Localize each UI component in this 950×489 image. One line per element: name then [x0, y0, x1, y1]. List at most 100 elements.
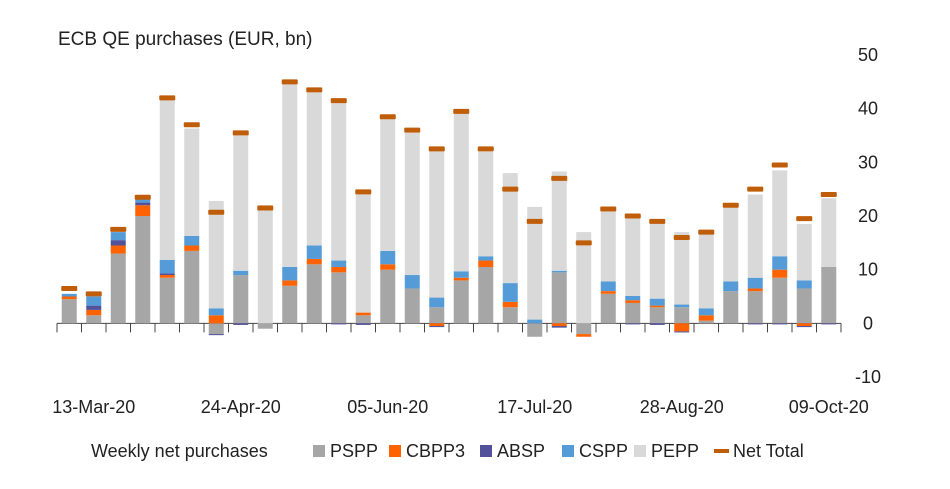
bar-pepp-20 [551, 171, 567, 271]
bar-pepp-31 [821, 198, 837, 267]
bar-cbpp3-16 [453, 277, 469, 281]
bar-absp-11 [331, 323, 347, 325]
y-tick-label: 30 [858, 152, 878, 172]
net-total-mark-25 [673, 234, 690, 240]
net-total-mark-5 [183, 122, 200, 128]
legend-title: Weekly net purchases [91, 441, 268, 461]
bar-pspp-7 [233, 275, 249, 324]
bar-pspp-31 [821, 266, 837, 324]
bar-cbpp3-24 [649, 305, 665, 308]
bar-absp-31 [821, 323, 837, 325]
x-axis: 13-Mar-20 24-Apr-20 05-Jun-20 17-Jul-20 28-A… [52, 397, 869, 417]
bar-pepp-19 [527, 206, 543, 320]
y-tick-label: 0 [863, 313, 873, 333]
bar-absp-23 [625, 323, 641, 325]
bar-cspp-25 [674, 304, 690, 308]
bar-cspp-5 [184, 235, 200, 246]
net-total-mark-11 [330, 98, 347, 104]
net-total-mark-28 [747, 186, 764, 192]
net-total-mark-19 [526, 218, 543, 224]
bar-cbpp3-18 [502, 301, 518, 308]
bar-cspp-10 [306, 245, 322, 259]
bar-absp-30 [796, 326, 812, 328]
bar-absp-3 [135, 202, 151, 206]
bar-pspp-14 [404, 288, 420, 324]
net-total-mark-17 [477, 146, 494, 152]
net-total-mark-6 [208, 209, 225, 215]
bar-cspp-24 [649, 298, 665, 306]
bar-cspp-27 [723, 281, 739, 292]
bar-pspp-2 [110, 253, 126, 324]
bar-cbpp3-26 [698, 315, 714, 321]
bar-pspp-17 [478, 266, 494, 324]
bar-cbpp3-10 [306, 258, 322, 265]
bar-cbpp3-5 [184, 245, 200, 251]
net-total-mark-15 [428, 146, 445, 152]
y-tick-label: 40 [858, 99, 878, 119]
net-total-mark-7 [232, 130, 249, 136]
legend: Weekly net purchases PSPP CBPP3 ABSP CSPP PE… [91, 441, 804, 461]
bar-pspp-4 [159, 277, 175, 324]
bar-cbpp3-29 [772, 269, 788, 278]
x-tick-label: 05-Jun-20 [347, 397, 428, 417]
bar-absp-28 [747, 323, 763, 325]
bar-absp-25 [674, 331, 690, 333]
net-total-mark-8 [257, 205, 274, 211]
bar-cspp-9 [282, 266, 298, 281]
y-tick-label: -10 [855, 367, 881, 387]
y-tick-label: 20 [858, 206, 878, 226]
bar-pspp-10 [306, 264, 322, 324]
legend-swatch-pspp [313, 445, 325, 457]
bar-pspp-9 [282, 285, 298, 324]
bar-pspp-25 [674, 307, 690, 324]
net-total-mark-2 [110, 226, 127, 232]
net-total-mark-30 [796, 216, 813, 222]
net-total-mark-4 [159, 95, 176, 101]
bar-pspp-5 [184, 250, 200, 324]
bar-pepp-25 [674, 232, 690, 305]
bar-cbpp3-9 [282, 280, 298, 286]
bar-pspp-20 [551, 272, 567, 324]
bar-pspp-23 [625, 302, 641, 324]
bar-cbpp3-28 [747, 288, 763, 292]
legend-label: PEPP [651, 441, 699, 461]
bar-cspp-14 [404, 275, 420, 289]
x-tick-label: 09-Oct-20 [789, 397, 869, 417]
bar-pepp-17 [478, 151, 494, 257]
bar-pspp-15 [429, 307, 445, 324]
net-total-mark-16 [453, 108, 470, 114]
bar-pepp-14 [404, 132, 420, 276]
bar-absp-15 [429, 326, 445, 328]
bar-pspp-1 [86, 315, 102, 324]
net-total-mark-10 [306, 87, 323, 93]
net-total-marks [61, 79, 837, 297]
bar-cbpp3-6 [208, 315, 224, 324]
bar-pepp-7 [233, 133, 249, 271]
bar-pepp-5 [184, 128, 200, 236]
bar-cspp-7 [233, 270, 249, 276]
bar-cspp-15 [429, 297, 445, 308]
bar-pepp-23 [625, 215, 641, 296]
net-total-mark-14 [404, 127, 421, 133]
net-total-mark-20 [551, 175, 568, 181]
bar-cbpp3-12 [355, 312, 371, 316]
bar-cspp-18 [502, 283, 518, 302]
legend-label: PSPP [330, 441, 378, 461]
net-total-mark-13 [379, 114, 396, 120]
bar-pepp-24 [649, 220, 665, 299]
bar-cbpp3-15 [429, 323, 445, 327]
bar-cspp-13 [380, 250, 396, 265]
bar-pspp-13 [380, 269, 396, 324]
bar-pepp-12 [355, 191, 371, 313]
x-tick-label: 17-Jul-20 [497, 397, 572, 417]
legend-label: CBPP3 [406, 441, 465, 461]
legend-label: ABSP [497, 441, 545, 461]
bar-cbpp3-22 [600, 291, 616, 294]
chart-title: ECB QE purchases (EUR, bn) [58, 29, 312, 50]
net-total-mark-23 [624, 213, 641, 219]
bar-cspp-23 [625, 295, 641, 301]
bar-pspp-19 [527, 323, 543, 337]
net-total-mark-29 [771, 162, 788, 168]
bar-cbpp3-21 [576, 334, 592, 337]
